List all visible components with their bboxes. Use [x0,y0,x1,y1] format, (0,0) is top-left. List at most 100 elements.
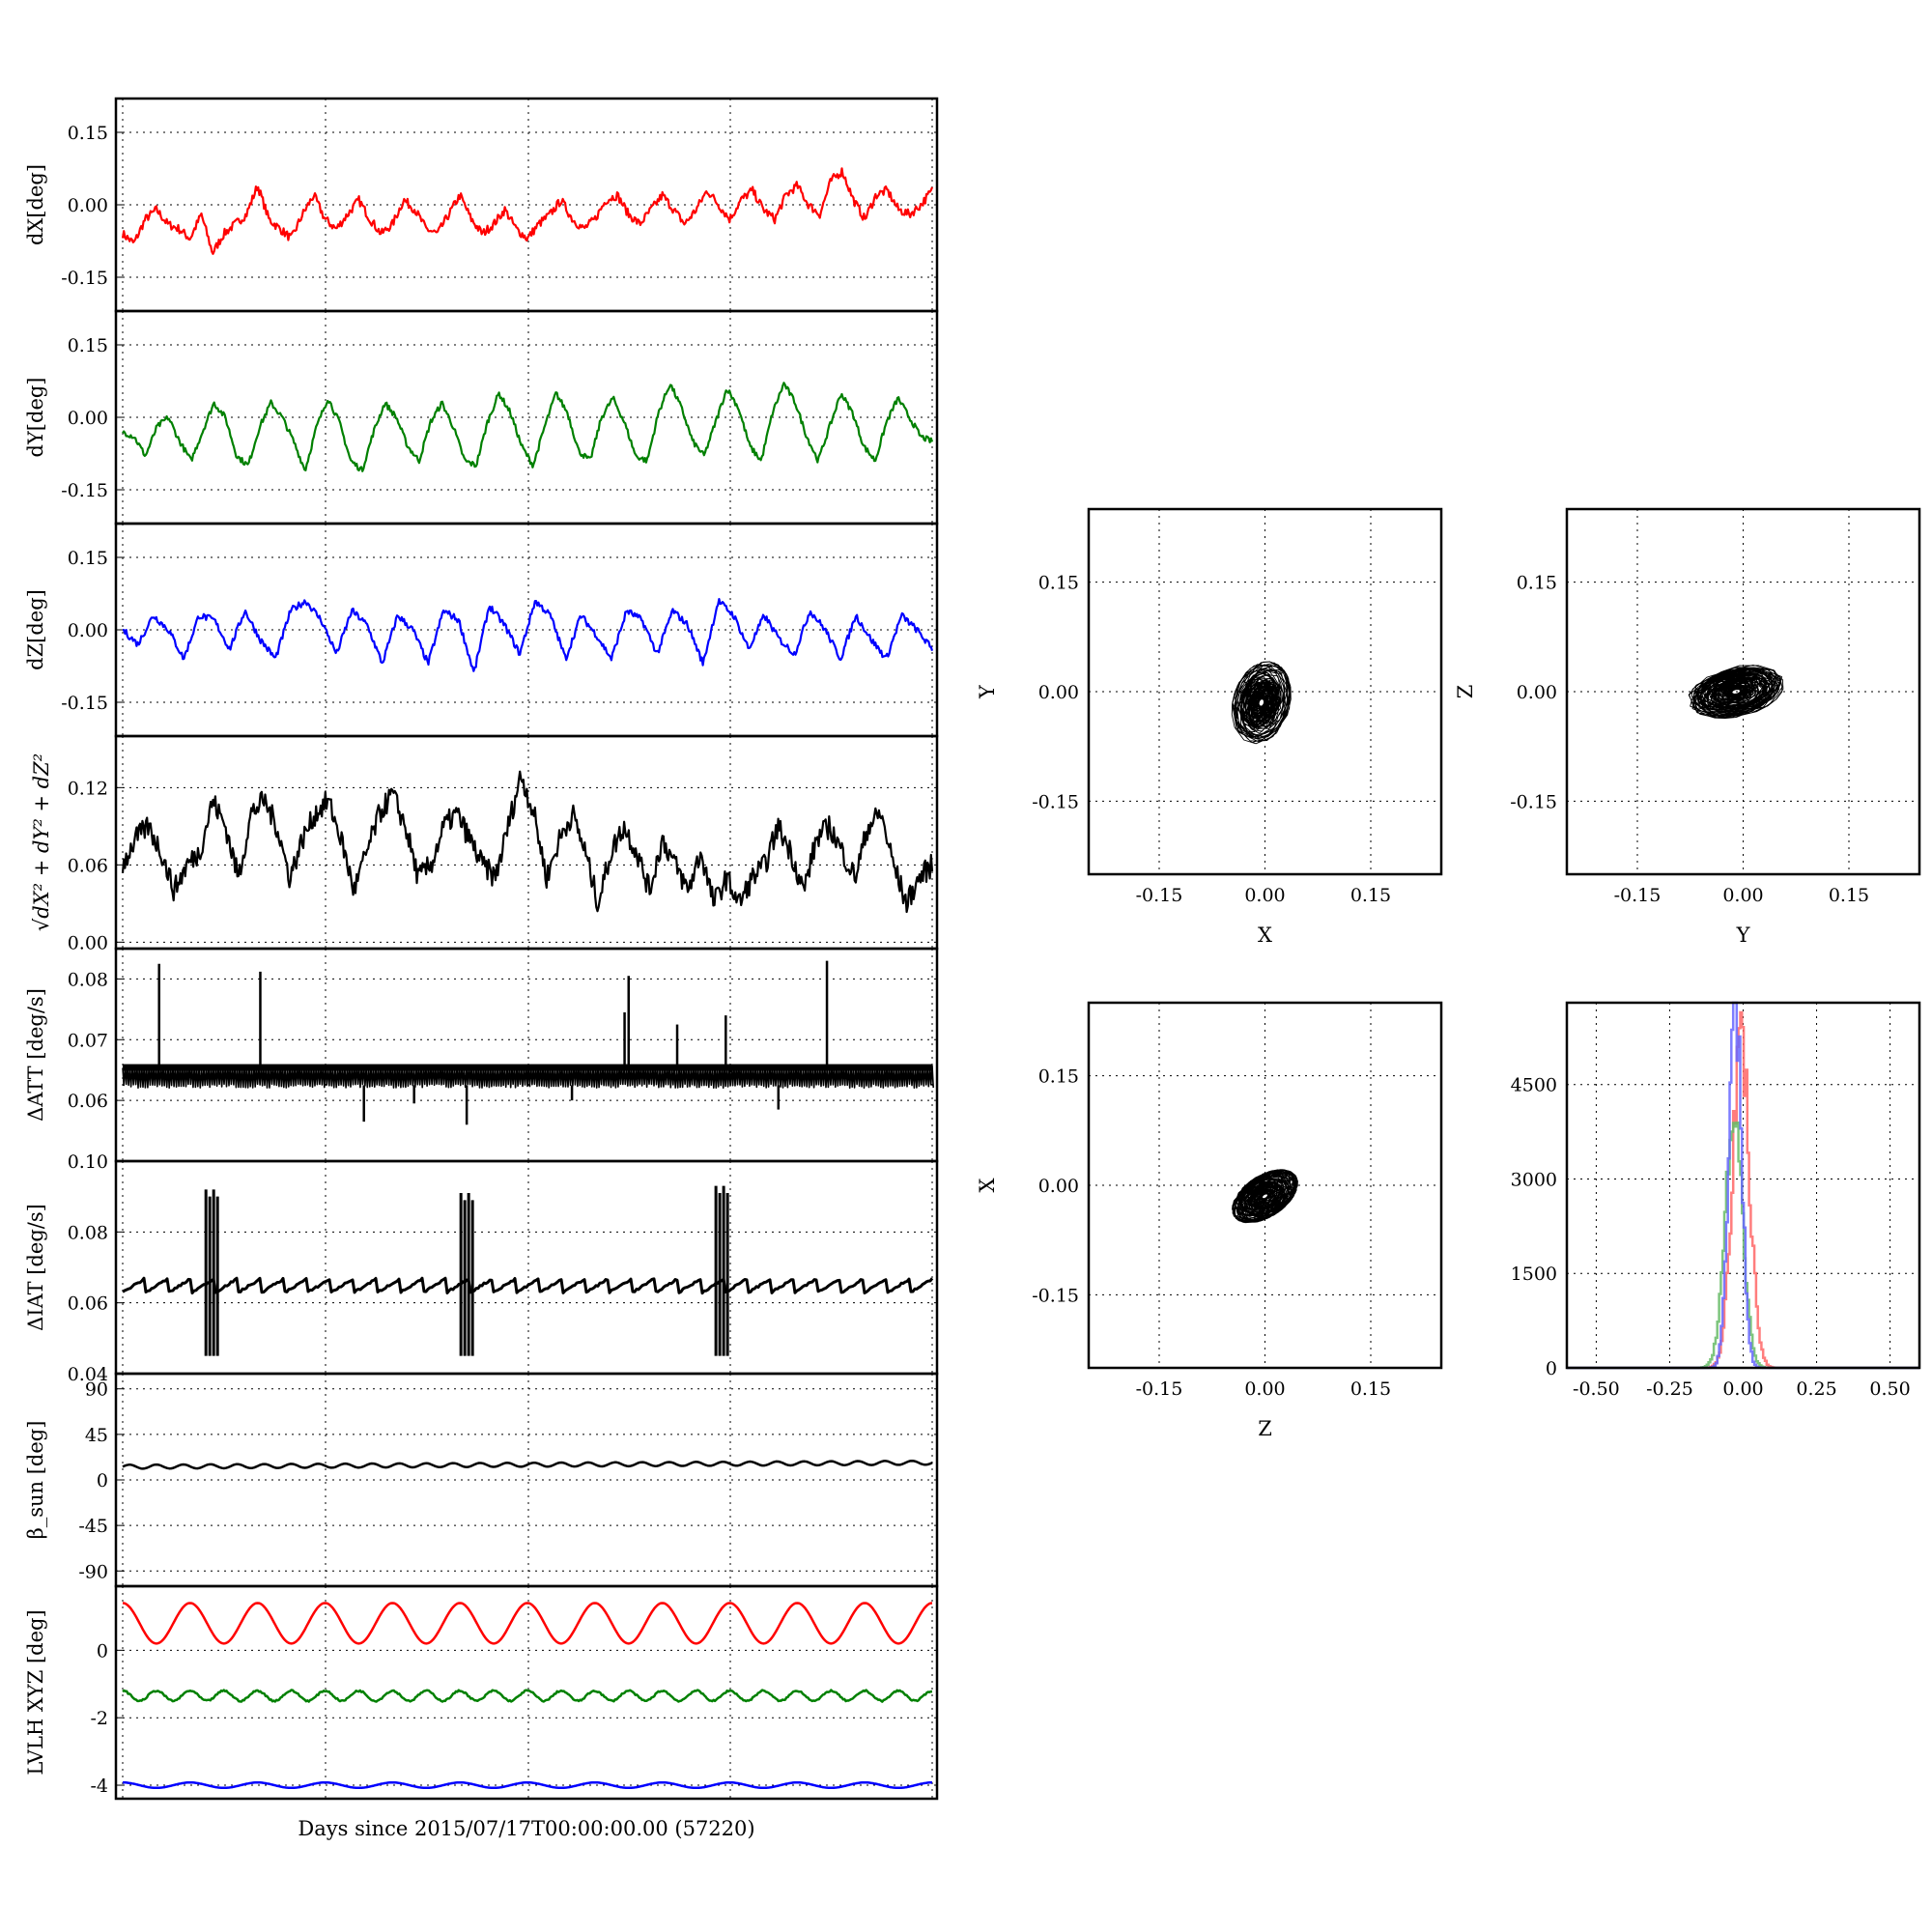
y-tick-label: 3000 [1511,1169,1557,1190]
x-tick-label: 0.00 [1244,885,1285,906]
y-tick-label: 1500 [1511,1264,1557,1285]
y-tick-label: 0.04 [68,1364,108,1385]
y-axis-label-text: dY[deg] [24,377,47,457]
timeseries-panel-1: 0.15 0.00 -0.15 [61,311,937,524]
data-trajectory [1232,1169,1298,1224]
panel-frame [114,1584,939,1801]
y-tick-label: -2 [90,1708,108,1729]
x-tick-label: 0.25 [1796,1378,1836,1400]
y-tick-label: 45 [85,1425,108,1446]
timeseries-panel-2: 0.15 0.00 -0.15 [61,524,937,736]
y-axis-label-text: √dX² + dY² + dZ² [30,753,53,931]
panel-frame [1565,1001,1921,1370]
data-series-band [123,1064,932,1071]
data-series-line [122,1276,934,1295]
y-tick-label: 0.07 [68,1030,108,1051]
x-tick-label: -0.15 [1136,885,1183,906]
y-tick-label: 0.00 [1038,1176,1079,1197]
y-axis-label-text: β_sun [deg] [24,1421,47,1540]
y-tick-label: -4 [90,1776,108,1797]
y-tick-label: 0.10 [68,1151,108,1173]
x-tick-label: 0.15 [1829,885,1869,906]
panel-background [116,1586,937,1799]
y-tick-label: 0 [97,1470,108,1492]
timeseries-panel-6: 90 45 0 -45 -90 [78,1374,937,1586]
x-tick-label: -0.15 [1614,885,1662,906]
y-axis-label: dZ[deg] [24,589,47,670]
y-tick-label: 0.00 [68,620,108,641]
y-tick-label: 0 [97,1640,108,1662]
y-tick-label: 0.15 [68,335,108,356]
panel-frame [1087,507,1443,876]
panel-frame [1087,1001,1443,1370]
y-tick-label: -0.15 [1032,791,1079,812]
y-tick-label: 0 [1546,1358,1557,1379]
y-tick-label: -0.15 [61,268,108,289]
y-axis-label: ΔATT [deg/s] [24,988,47,1122]
panel-background [116,1161,937,1374]
panel-background [116,736,937,949]
y-axis-label: dY[deg] [24,377,47,457]
y-tick-label: 0.15 [1038,573,1079,594]
x-tick-label: 0.00 [1722,1378,1763,1400]
y-axis-label-text: ΔATT [deg/s] [24,988,47,1122]
timeseries-panel-5: 0.10 0.08 0.06 0.04 [68,1151,937,1385]
scatter-panel-: -0.50 -0.25 0.00 0.25 0.50 4500 3000 1500 0 [1511,1001,1921,1400]
y-tick-label: 0.08 [68,969,108,990]
y-axis-label: dX[deg] [24,164,47,245]
y-axis-label-text: ΔIAT [deg/s] [24,1204,47,1331]
timeseries-panel-3: 0.12 0.06 0.00 [68,736,937,953]
y-tick-label: 0.15 [1517,573,1557,594]
y-tick-label: 0.08 [68,1222,108,1243]
y-axis-label: LVLH XYZ [deg] [24,1609,47,1775]
data-series-line [122,1459,933,1470]
data-series-line [122,1602,933,1645]
y-tick-label: -90 [78,1561,108,1582]
y-tick-label: 4500 [1511,1075,1557,1096]
y-tick-label: 0.15 [68,123,108,144]
y-tick-label: -0.15 [61,480,108,501]
y-axis-label: √dX² + dY² + dZ² [30,753,53,931]
x-tick-label: 0.00 [1722,885,1763,906]
data-series-line [122,1780,933,1790]
y-tick-label: 0.00 [1038,682,1079,703]
x-tick-label: 0.15 [1350,1378,1391,1400]
scatter-panel-xy: -0.15 0.00 0.15 0.15 0.00 -0.15 X Y [976,507,1443,947]
y-axis-label-text: LVLH XYZ [deg] [24,1609,47,1775]
y-tick-label: 0.00 [1517,682,1557,703]
y-tick-label: 0.06 [68,855,108,876]
panel-background [116,949,937,1161]
x-axis-label: Z [1258,1417,1272,1440]
x-axis-label: Y [1736,923,1751,947]
y-axis-label-text: dX[deg] [24,164,47,245]
scatter-panel-zx: -0.15 0.00 0.15 0.15 0.00 -0.15 Z X [976,1001,1443,1440]
y-tick-label: 0.00 [68,195,108,216]
y-tick-label: 0.12 [68,778,108,799]
x-tick-label: 0.15 [1350,885,1391,906]
panel-frame [1565,507,1921,876]
data-trajectory [1688,665,1784,719]
timeseries-panel-0: 0.15 0.00 -0.15 [61,99,937,311]
x-tick-label: 0.50 [1869,1378,1910,1400]
y-tick-label: 0.00 [68,408,108,429]
data-series-line [121,770,934,914]
y-tick-label: -0.15 [61,693,108,714]
y-tick-label: -45 [78,1516,108,1537]
y-tick-label: 0.00 [68,932,108,953]
y-tick-label: -0.15 [1032,1285,1079,1306]
scatter-panel-yz: -0.15 0.00 0.15 0.15 0.00 -0.15 Y Z [1454,507,1921,947]
data-series-line [123,597,934,672]
y-axis-label: Y [976,684,999,699]
y-tick-label: 0.06 [68,1293,108,1315]
x-axis-label: X [1258,923,1272,947]
data-series-line [121,167,934,255]
y-axis-label-text: dZ[deg] [24,589,47,670]
y-axis-label: X [976,1178,999,1192]
x-tick-label: -0.25 [1646,1378,1693,1400]
data-series-line [122,382,934,472]
y-axis-label: ΔIAT [deg/s] [24,1204,47,1331]
x-tick-label: 0.00 [1244,1378,1285,1400]
x-tick-label: -0.15 [1136,1378,1183,1400]
y-tick-label: 0.06 [68,1091,108,1112]
